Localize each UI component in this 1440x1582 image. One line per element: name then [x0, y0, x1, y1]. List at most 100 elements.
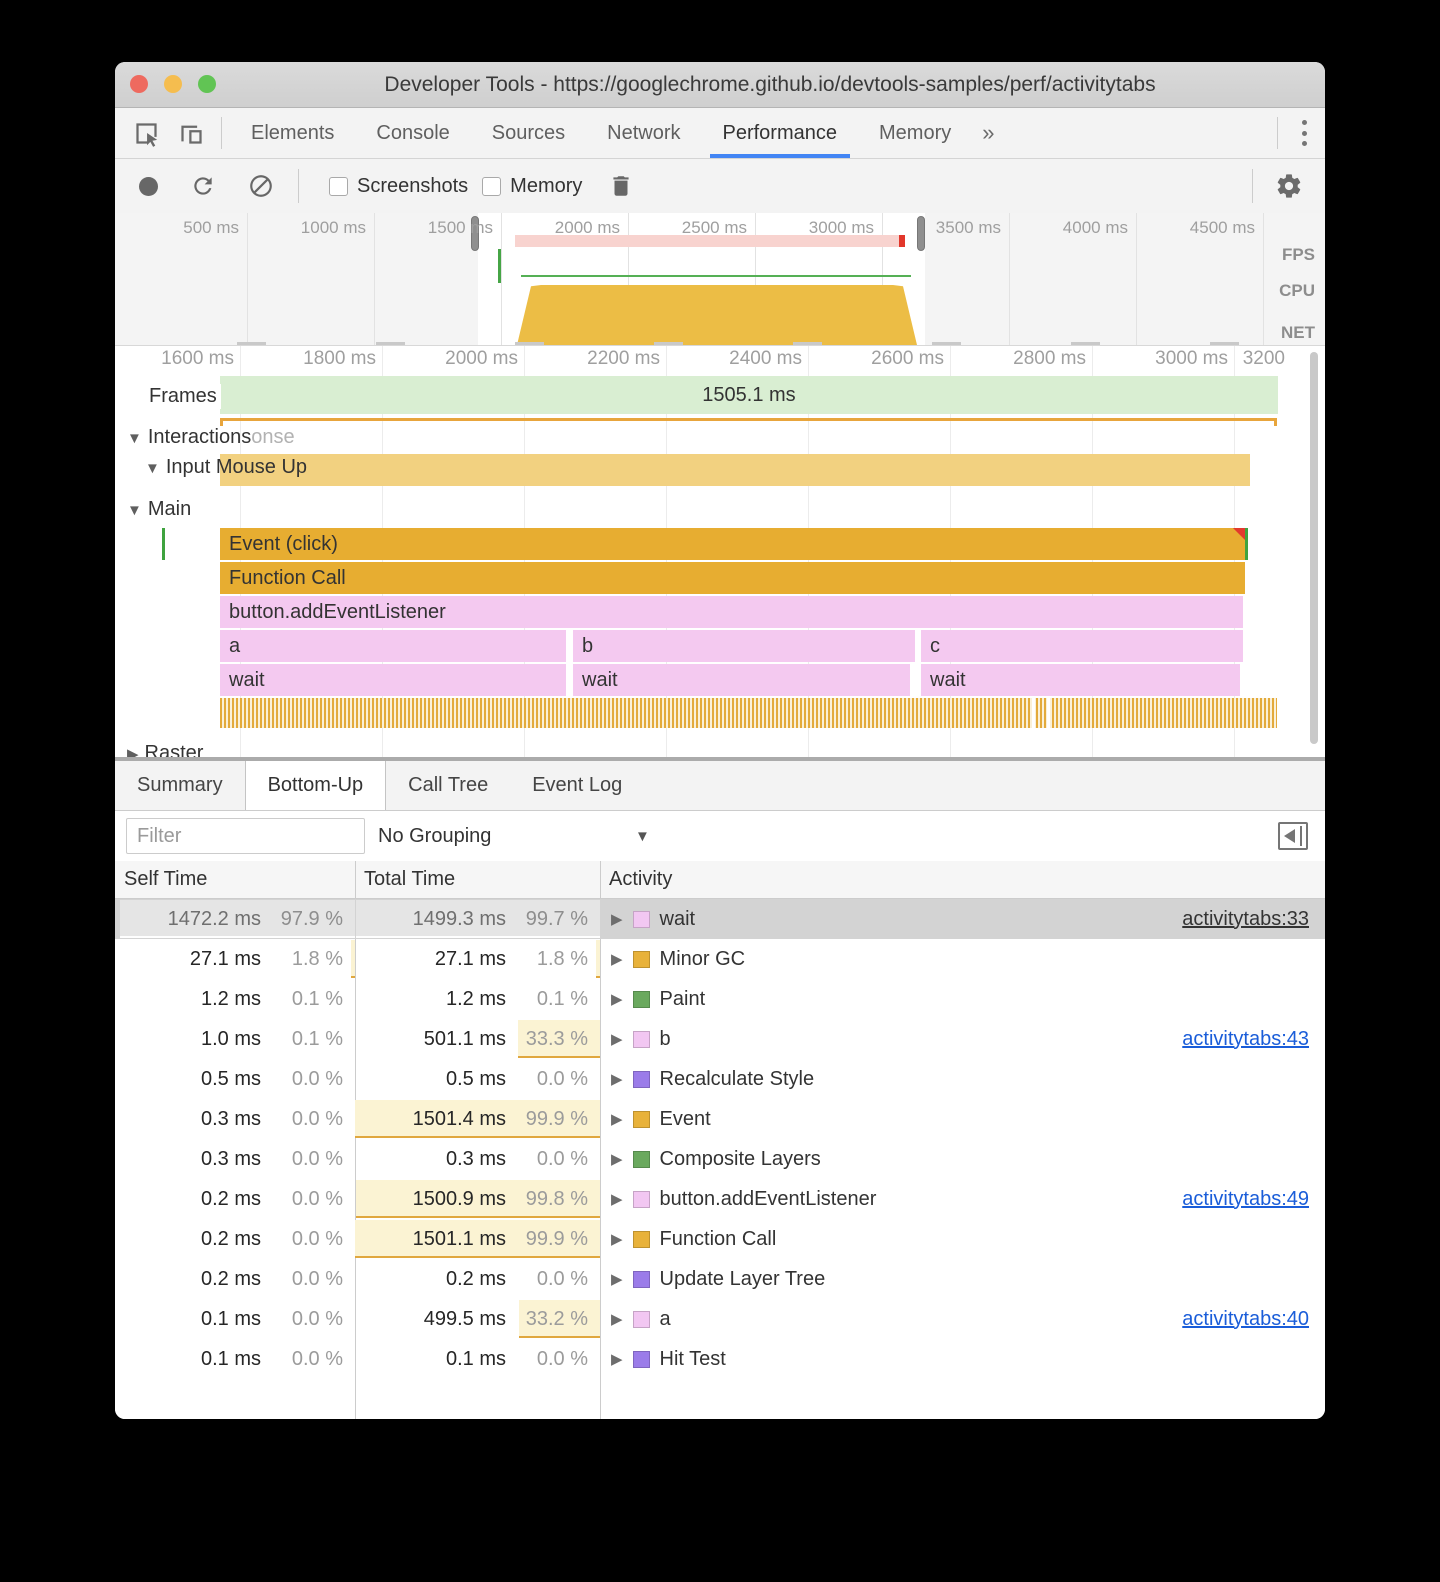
wait-bar-3[interactable]: wait [921, 664, 1240, 696]
table-row[interactable]: 0.5 ms 0.0 % 0.5 ms 0.0 % ▶ Recalculate St… [115, 1059, 1325, 1099]
interactions-group-header[interactable]: ▼ Interactionsonse [127, 426, 295, 448]
input-mouse-up-label[interactable]: ▼ Input Mouse Up [145, 456, 308, 478]
devtools-tab-elements[interactable]: Elements [251, 122, 335, 144]
reload-and-profile-icon[interactable] [190, 173, 216, 199]
table-row[interactable]: 0.2 ms 0.0 % 1501.1 ms 99.9 % ▶ Function C… [115, 1219, 1325, 1259]
collapse-triangle-icon[interactable]: ▼ [145, 460, 160, 477]
function-c-bar[interactable]: c [921, 630, 1243, 662]
main-group-header[interactable]: ▼ Main [127, 498, 192, 520]
self-time-pct: 0.1 % [291, 1027, 343, 1050]
expand-triangle-icon[interactable]: ▶ [611, 991, 623, 1008]
flame-chart[interactable]: 1600 ms 1800 ms 2000 ms 2200 ms 2400 ms 2600 … [115, 346, 1325, 761]
self-time-header[interactable]: Self Time [124, 868, 208, 890]
source-link[interactable]: activitytabs:33 [1182, 907, 1309, 930]
table-row[interactable]: 0.1 ms 0.0 % 0.1 ms 0.0 % ▶ Hit Test [115, 1339, 1325, 1379]
timeline-overview[interactable]: 500 ms 1000 ms 1500 ms 2000 ms 2500 ms 3000 m… [115, 213, 1325, 346]
function-a-bar[interactable]: a [220, 630, 566, 662]
column-divider[interactable] [600, 861, 601, 1419]
bottom-tab-event-log[interactable]: Event Log [532, 774, 623, 796]
expand-triangle-icon[interactable]: ▶ [611, 1031, 623, 1048]
self-time-ms: 0.2 ms [200, 1227, 261, 1250]
bottom-tab-summary[interactable]: Summary [137, 774, 223, 796]
settings-gear-icon[interactable] [1275, 172, 1303, 200]
event-click-bar[interactable]: Event (click) [220, 528, 1248, 560]
input-mouse-up-bar[interactable] [220, 454, 1250, 486]
overview-ruler: 500 ms 1000 ms 1500 ms 2000 ms 2500 ms 3000 m… [115, 218, 1263, 240]
record-button[interactable] [139, 176, 158, 196]
overview-fps-line [521, 275, 911, 277]
zoom-window-button[interactable] [198, 75, 216, 93]
expand-triangle-icon[interactable]: ▶ [611, 1191, 623, 1208]
clear-recording-icon[interactable] [248, 173, 274, 199]
activity-color-swatch [632, 1150, 650, 1168]
table-row[interactable]: 27.1 ms 1.8 % 27.1 ms 1.8 % ▶ Minor GC [115, 939, 1325, 979]
screenshots-checkbox[interactable] [329, 176, 348, 196]
micro-tasks-strip[interactable] [220, 698, 1277, 728]
grouping-select[interactable]: No Grouping [378, 825, 492, 847]
expand-triangle-icon[interactable]: ▶ [127, 746, 139, 761]
function-b-bar[interactable]: b [573, 630, 915, 662]
add-event-listener-bar[interactable]: button.addEventListener [220, 596, 1243, 628]
devtools-tab-performance[interactable]: Performance [702, 108, 859, 158]
selection-right-handle[interactable] [917, 216, 925, 251]
ruler-tick: 2400 ms [729, 348, 802, 369]
inspect-element-icon[interactable] [133, 120, 160, 147]
self-time-cell: 0.3 ms 0.0 % [115, 1099, 355, 1139]
self-time-pct: 0.1 % [291, 987, 343, 1010]
total-time-header[interactable]: Total Time [364, 868, 456, 890]
table-row[interactable]: 1.0 ms 0.1 % 501.1 ms 33.3 % ▶ b activityt… [115, 1019, 1325, 1059]
table-row[interactable]: 0.3 ms 0.0 % 1501.4 ms 99.9 % ▶ Event [115, 1099, 1325, 1139]
table-row[interactable]: 1472.2 ms 97.9 % 1499.3 ms 99.7 % ▶ wait a… [115, 899, 1325, 939]
devtools-tab-memory[interactable]: Memory [879, 122, 952, 144]
wait-bar-1[interactable]: wait [220, 664, 566, 696]
expand-triangle-icon[interactable]: ▶ [611, 1231, 623, 1248]
expand-triangle-icon[interactable]: ▶ [611, 1071, 623, 1088]
more-options-icon[interactable] [1302, 120, 1307, 146]
flame-vertical-scrollbar[interactable] [1310, 352, 1318, 744]
collapse-triangle-icon[interactable]: ▼ [127, 502, 142, 519]
devtools-tab-network[interactable]: Network [607, 122, 681, 144]
trash-icon[interactable] [608, 173, 634, 199]
chevron-down-icon[interactable]: ▼ [635, 828, 650, 845]
expand-triangle-icon[interactable]: ▶ [611, 1351, 623, 1368]
expand-triangle-icon[interactable]: ▶ [611, 911, 623, 928]
device-toolbar-icon[interactable] [178, 120, 205, 147]
memory-checkbox[interactable] [482, 176, 502, 196]
bottom-tab-call-tree[interactable]: Call Tree [408, 774, 489, 796]
table-row[interactable]: 0.2 ms 0.0 % 0.2 ms 0.0 % ▶ Update Layer T… [115, 1259, 1325, 1299]
filter-input[interactable] [126, 818, 365, 854]
bar-end-marker [1245, 528, 1248, 560]
table-row[interactable]: 0.1 ms 0.0 % 499.5 ms 33.2 % ▶ a activityt… [115, 1299, 1325, 1339]
source-link[interactable]: activitytabs:49 [1182, 1187, 1309, 1210]
wait-bar-2[interactable]: wait [573, 664, 910, 696]
table-row[interactable]: 0.3 ms 0.0 % 0.3 ms 0.0 % ▶ Composite Laye… [115, 1139, 1325, 1179]
expand-triangle-icon[interactable]: ▶ [611, 1271, 623, 1288]
self-time-cell: 0.2 ms 0.0 % [115, 1179, 355, 1219]
show-sidebar-icon[interactable] [1278, 822, 1308, 850]
expand-triangle-icon[interactable]: ▶ [611, 1151, 623, 1168]
bottom-tab-bottom-up[interactable]: Bottom-Up [244, 761, 387, 810]
close-window-button[interactable] [130, 75, 148, 93]
source-link[interactable]: activitytabs:40 [1182, 1307, 1309, 1330]
frames-bar[interactable]: 1505.1 ms [220, 376, 1278, 414]
table-row[interactable]: 0.2 ms 0.0 % 1500.9 ms 99.8 % ▶ button.add… [115, 1179, 1325, 1219]
devtools-tab-console[interactable]: Console [376, 122, 450, 144]
source-link[interactable]: activitytabs:43 [1182, 1027, 1309, 1050]
devtools-tab-sources[interactable]: Sources [491, 122, 566, 144]
collapse-triangle-icon[interactable]: ▼ [127, 430, 142, 447]
activity-color-swatch [632, 1230, 650, 1248]
expand-triangle-icon[interactable]: ▶ [611, 1311, 623, 1328]
minimize-window-button[interactable] [164, 75, 182, 93]
column-divider[interactable] [355, 861, 356, 1419]
devtools-window: Developer Tools - https://googlechrome.g… [115, 62, 1325, 1419]
expand-triangle-icon[interactable]: ▶ [611, 1111, 623, 1128]
expand-triangle-icon[interactable]: ▶ [611, 951, 623, 968]
activity-header[interactable]: Activity [609, 868, 673, 890]
function-call-bar[interactable]: Function Call [220, 562, 1245, 594]
activity-cell: ▶ Recalculate Style [600, 1059, 1325, 1099]
selection-left-handle[interactable] [471, 216, 479, 251]
tabs-overflow-chevron-icon[interactable]: » [982, 120, 995, 145]
raster-group-header[interactable]: ▶ Raster [127, 742, 204, 761]
table-row[interactable]: 1.2 ms 0.1 % 1.2 ms 0.1 % ▶ Paint [115, 979, 1325, 1019]
